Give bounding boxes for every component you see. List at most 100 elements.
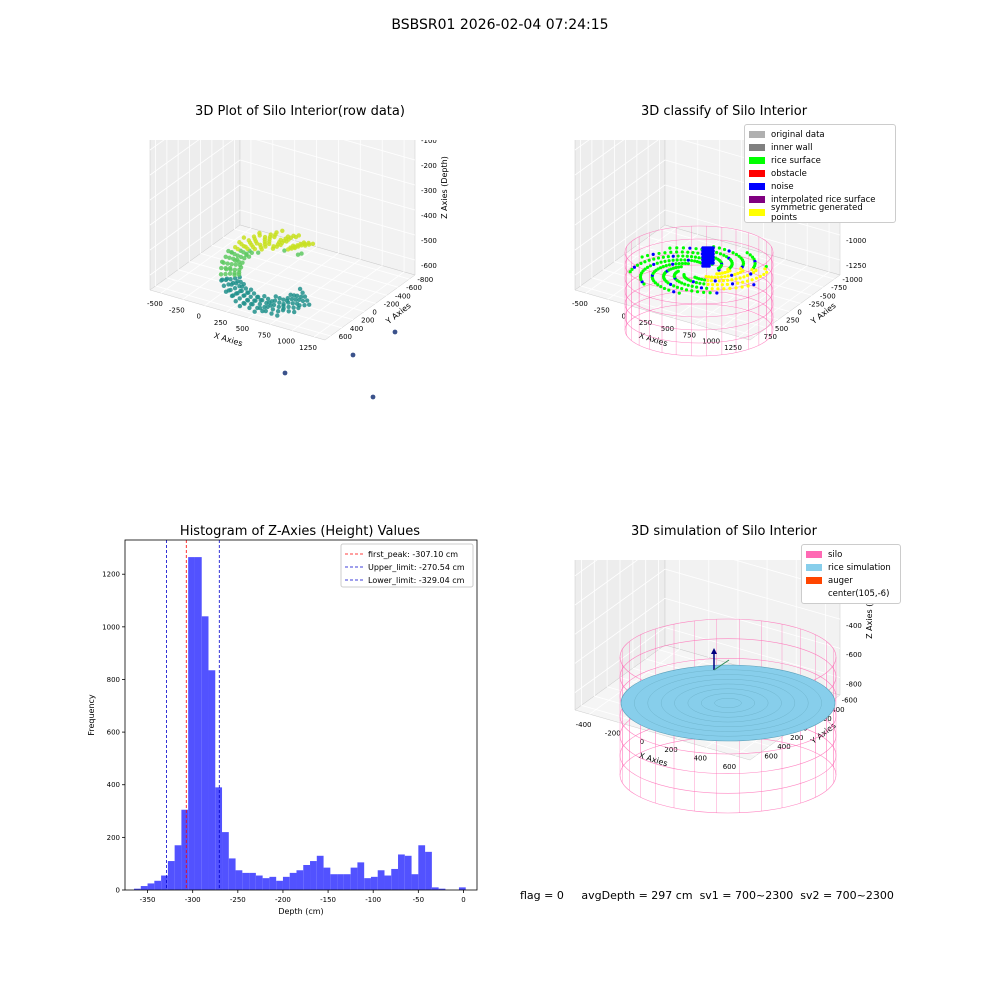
raw-point	[257, 242, 263, 248]
y-tick-label: -250	[809, 300, 825, 308]
classify-point	[657, 251, 661, 256]
z-tick-label: -600	[421, 262, 437, 270]
histogram-bar	[161, 875, 168, 890]
simulation-plot-title: 3D simulation of Silo Interior	[631, 524, 817, 539]
classify-point	[659, 260, 663, 264]
classify-point	[722, 287, 726, 291]
classify-point	[721, 279, 726, 283]
raw-point	[237, 296, 242, 301]
raw-point	[292, 309, 297, 315]
raw-point	[242, 255, 247, 261]
raw-point	[228, 276, 233, 282]
classify-point	[726, 278, 730, 282]
classify-point	[647, 258, 651, 262]
y-tick-label: 600	[107, 729, 120, 737]
raw-point	[232, 285, 238, 291]
grid-line	[664, 597, 841, 649]
legend-label: symmetric generated points	[771, 202, 863, 223]
raw-point	[241, 300, 246, 306]
classify-point	[645, 265, 650, 269]
classify-point	[667, 288, 671, 292]
histogram-bar	[134, 888, 141, 890]
legend-swatch	[749, 183, 765, 190]
x-tick-label: -350	[140, 896, 156, 904]
legend-swatch	[749, 131, 765, 138]
legend-swatch	[749, 157, 765, 164]
raw-point	[302, 294, 308, 299]
z-axis-label: Z Axies (Depth)	[440, 156, 449, 219]
raw-point	[275, 309, 281, 314]
classify-point	[652, 262, 656, 267]
raw-3d-plot[interactable]: -500-2500250500750100012506004002000-200…	[130, 140, 490, 460]
raw-point	[225, 261, 230, 266]
axes-pane	[149, 224, 416, 341]
classify-point	[668, 246, 672, 250]
classify-point	[706, 278, 710, 282]
classify-point	[693, 275, 697, 279]
z-tick-label: -1000	[846, 237, 866, 245]
legend-label: Upper_limit: -270.54 cm	[368, 563, 465, 572]
y-tick-label: 200	[790, 734, 803, 742]
classify-point	[675, 258, 679, 262]
classify-point	[702, 278, 707, 282]
raw-plot-title: 3D Plot of Silo Interior(row data)	[195, 104, 405, 119]
classify-point	[694, 280, 698, 285]
classify-point	[758, 274, 762, 279]
classify-point	[716, 287, 720, 291]
classify-point	[640, 255, 644, 259]
classify-point	[763, 267, 767, 271]
classify-point	[746, 284, 750, 288]
raw-point	[223, 254, 228, 259]
histogram-bar	[235, 870, 243, 890]
simulation-3d-plot[interactable]: -400-20002004006006004002000-200-400-600…	[555, 560, 920, 880]
legend-entry: symmetric generated points	[749, 203, 891, 223]
histogram-bar	[391, 868, 399, 890]
grid-line	[664, 568, 841, 620]
legend-label: original data	[771, 129, 825, 140]
legend-label: obstacle	[771, 168, 807, 179]
x-tick-label: 500	[236, 325, 249, 333]
classify-point	[683, 258, 687, 262]
raw-point	[218, 272, 224, 277]
classify-point	[745, 273, 750, 278]
histogram-bar	[377, 870, 385, 890]
raw-point	[285, 295, 290, 301]
z-tick-label: -1250	[846, 262, 866, 270]
histogram-bar	[289, 872, 297, 890]
y-axis-label: Frequency	[87, 694, 96, 736]
x-tick-label: 600	[723, 763, 736, 771]
histogram-bar	[350, 867, 358, 890]
classify-point	[651, 252, 655, 256]
legend-swatch	[806, 551, 822, 558]
classify-point	[675, 250, 679, 254]
histogram-bar	[194, 557, 202, 890]
grid-line	[648, 236, 824, 288]
raw-point	[238, 265, 244, 270]
legend-label: auger	[828, 575, 853, 586]
classify-point	[733, 272, 737, 277]
classify-point	[713, 279, 717, 283]
raw-point	[235, 291, 240, 296]
x-tick-label: -200	[275, 896, 291, 904]
classify-point	[702, 282, 706, 286]
classify-point	[686, 262, 690, 266]
y-tick-label: 600	[764, 752, 777, 760]
classify-point	[671, 266, 676, 270]
raw-point	[228, 287, 233, 293]
grid-line	[716, 265, 808, 331]
raw-point	[242, 293, 247, 298]
classify-point	[707, 275, 711, 279]
histogram-bar	[418, 845, 426, 890]
classify-point	[690, 289, 694, 293]
classify-point	[662, 286, 667, 291]
classify-point	[718, 271, 722, 276]
raw-point	[238, 279, 243, 285]
raw-outlier-point	[392, 329, 398, 335]
classify-point	[710, 287, 714, 291]
raw-point	[257, 230, 262, 236]
y-tick-label: -600	[842, 697, 858, 705]
histogram-chart[interactable]: -350 -300 -250 -200 -150 -100 -50 0 0 200 400 600 80…	[80, 530, 490, 920]
legend-label: center(105,-6)	[828, 588, 890, 599]
raw-point	[227, 255, 232, 261]
classify-point	[716, 266, 721, 270]
